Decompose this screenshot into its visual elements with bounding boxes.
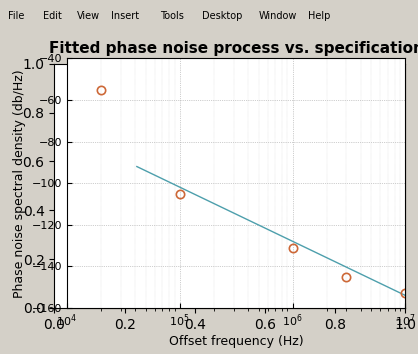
Text: Desktop: Desktop	[202, 11, 243, 22]
Title: Fitted phase noise process vs. specification: Fitted phase noise process vs. specifica…	[49, 41, 418, 56]
Text: File: File	[8, 11, 25, 22]
Text: Insert: Insert	[111, 11, 139, 22]
Text: Tools: Tools	[161, 11, 184, 22]
X-axis label: Offset frequency (Hz): Offset frequency (Hz)	[169, 335, 303, 348]
Y-axis label: Phase noise spectral density (db/Hz): Phase noise spectral density (db/Hz)	[13, 69, 26, 297]
Text: Help: Help	[308, 11, 331, 22]
Text: View: View	[77, 11, 100, 22]
Text: Window: Window	[259, 11, 298, 22]
Text: Edit: Edit	[43, 11, 61, 22]
